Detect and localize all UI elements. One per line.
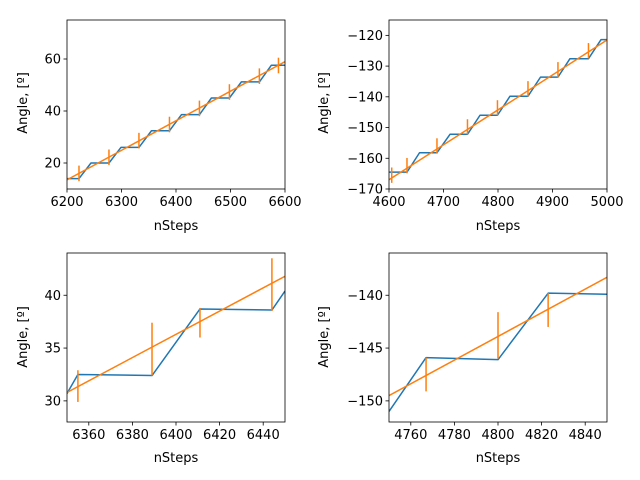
x-tick-label: 6300 <box>105 195 138 210</box>
data-series-line <box>67 64 285 180</box>
x-tick-label: 6400 <box>159 195 192 210</box>
x-tick-label: 5000 <box>590 195 623 210</box>
y-tick-label: −140 <box>347 90 383 105</box>
x-tick-label: 4900 <box>536 195 569 210</box>
plot-area <box>67 258 285 402</box>
y-tick-label: −130 <box>347 60 383 75</box>
ylabel: Angle, [º] <box>16 72 31 134</box>
subplot-top-right: nSteps Angle, [º] 4600 4700 4800 4900 5000 −1… <box>317 19 624 234</box>
ylabel: Angle, [º] <box>16 306 31 368</box>
fit-line <box>67 60 285 181</box>
ylabel: Angle, [º] <box>317 306 332 368</box>
y-tick-label: −160 <box>347 152 383 167</box>
y-tick-label: −150 <box>347 394 383 409</box>
y-tick-label: −120 <box>347 29 383 44</box>
y-tick-label: −150 <box>347 121 383 136</box>
x-tick-label: 4700 <box>427 195 460 210</box>
y-tick-label: 20 <box>44 157 61 172</box>
plot-area <box>389 276 607 412</box>
subplot-bottom-left: nSteps Angle, [º] 6360 6380 6400 6420 6440 30… <box>16 252 286 466</box>
y-tick-label: −140 <box>347 289 383 304</box>
data-series-line <box>67 290 285 394</box>
ylabel: Angle, [º] <box>317 72 332 134</box>
y-tick-label: 30 <box>44 394 61 409</box>
subplot-bottom-right: nSteps Angle, [º] 4760 4780 4800 4820 4840 −1… <box>317 252 608 466</box>
x-tick-label: 6420 <box>203 428 236 443</box>
x-tick-label: 6600 <box>268 195 301 210</box>
xlabel: nSteps <box>154 451 199 466</box>
fit-line <box>67 275 285 394</box>
subplot-top-left: nSteps Angle, [º] 6200 6300 6400 6500 6600 20… <box>16 19 302 234</box>
x-tick-label: 4800 <box>481 428 514 443</box>
x-tick-label: 6440 <box>247 428 280 443</box>
xlabel: nSteps <box>476 219 521 234</box>
y-tick-label: −170 <box>347 183 383 198</box>
x-tick-label: 6200 <box>50 195 83 210</box>
x-tick-label: 6500 <box>214 195 247 210</box>
y-tick-label: 35 <box>44 342 61 357</box>
xlabel: nSteps <box>154 219 199 234</box>
x-tick-label: 6400 <box>159 428 192 443</box>
y-tick-label: −145 <box>347 342 383 357</box>
x-tick-label: 4600 <box>372 195 405 210</box>
y-tick-label: 40 <box>44 289 61 304</box>
x-tick-label: 6380 <box>116 428 149 443</box>
x-tick-label: 4760 <box>394 428 427 443</box>
plot-area <box>389 38 607 183</box>
xlabel: nSteps <box>476 451 521 466</box>
y-tick-label: 40 <box>44 105 61 120</box>
plot-area <box>67 57 285 182</box>
x-tick-label: 6360 <box>72 428 105 443</box>
data-series-line <box>389 292 607 412</box>
x-tick-label: 4800 <box>481 195 514 210</box>
x-tick-label: 4820 <box>525 428 558 443</box>
y-tick-label: 60 <box>44 53 61 68</box>
x-tick-label: 4780 <box>438 428 471 443</box>
x-tick-label: 4840 <box>569 428 602 443</box>
